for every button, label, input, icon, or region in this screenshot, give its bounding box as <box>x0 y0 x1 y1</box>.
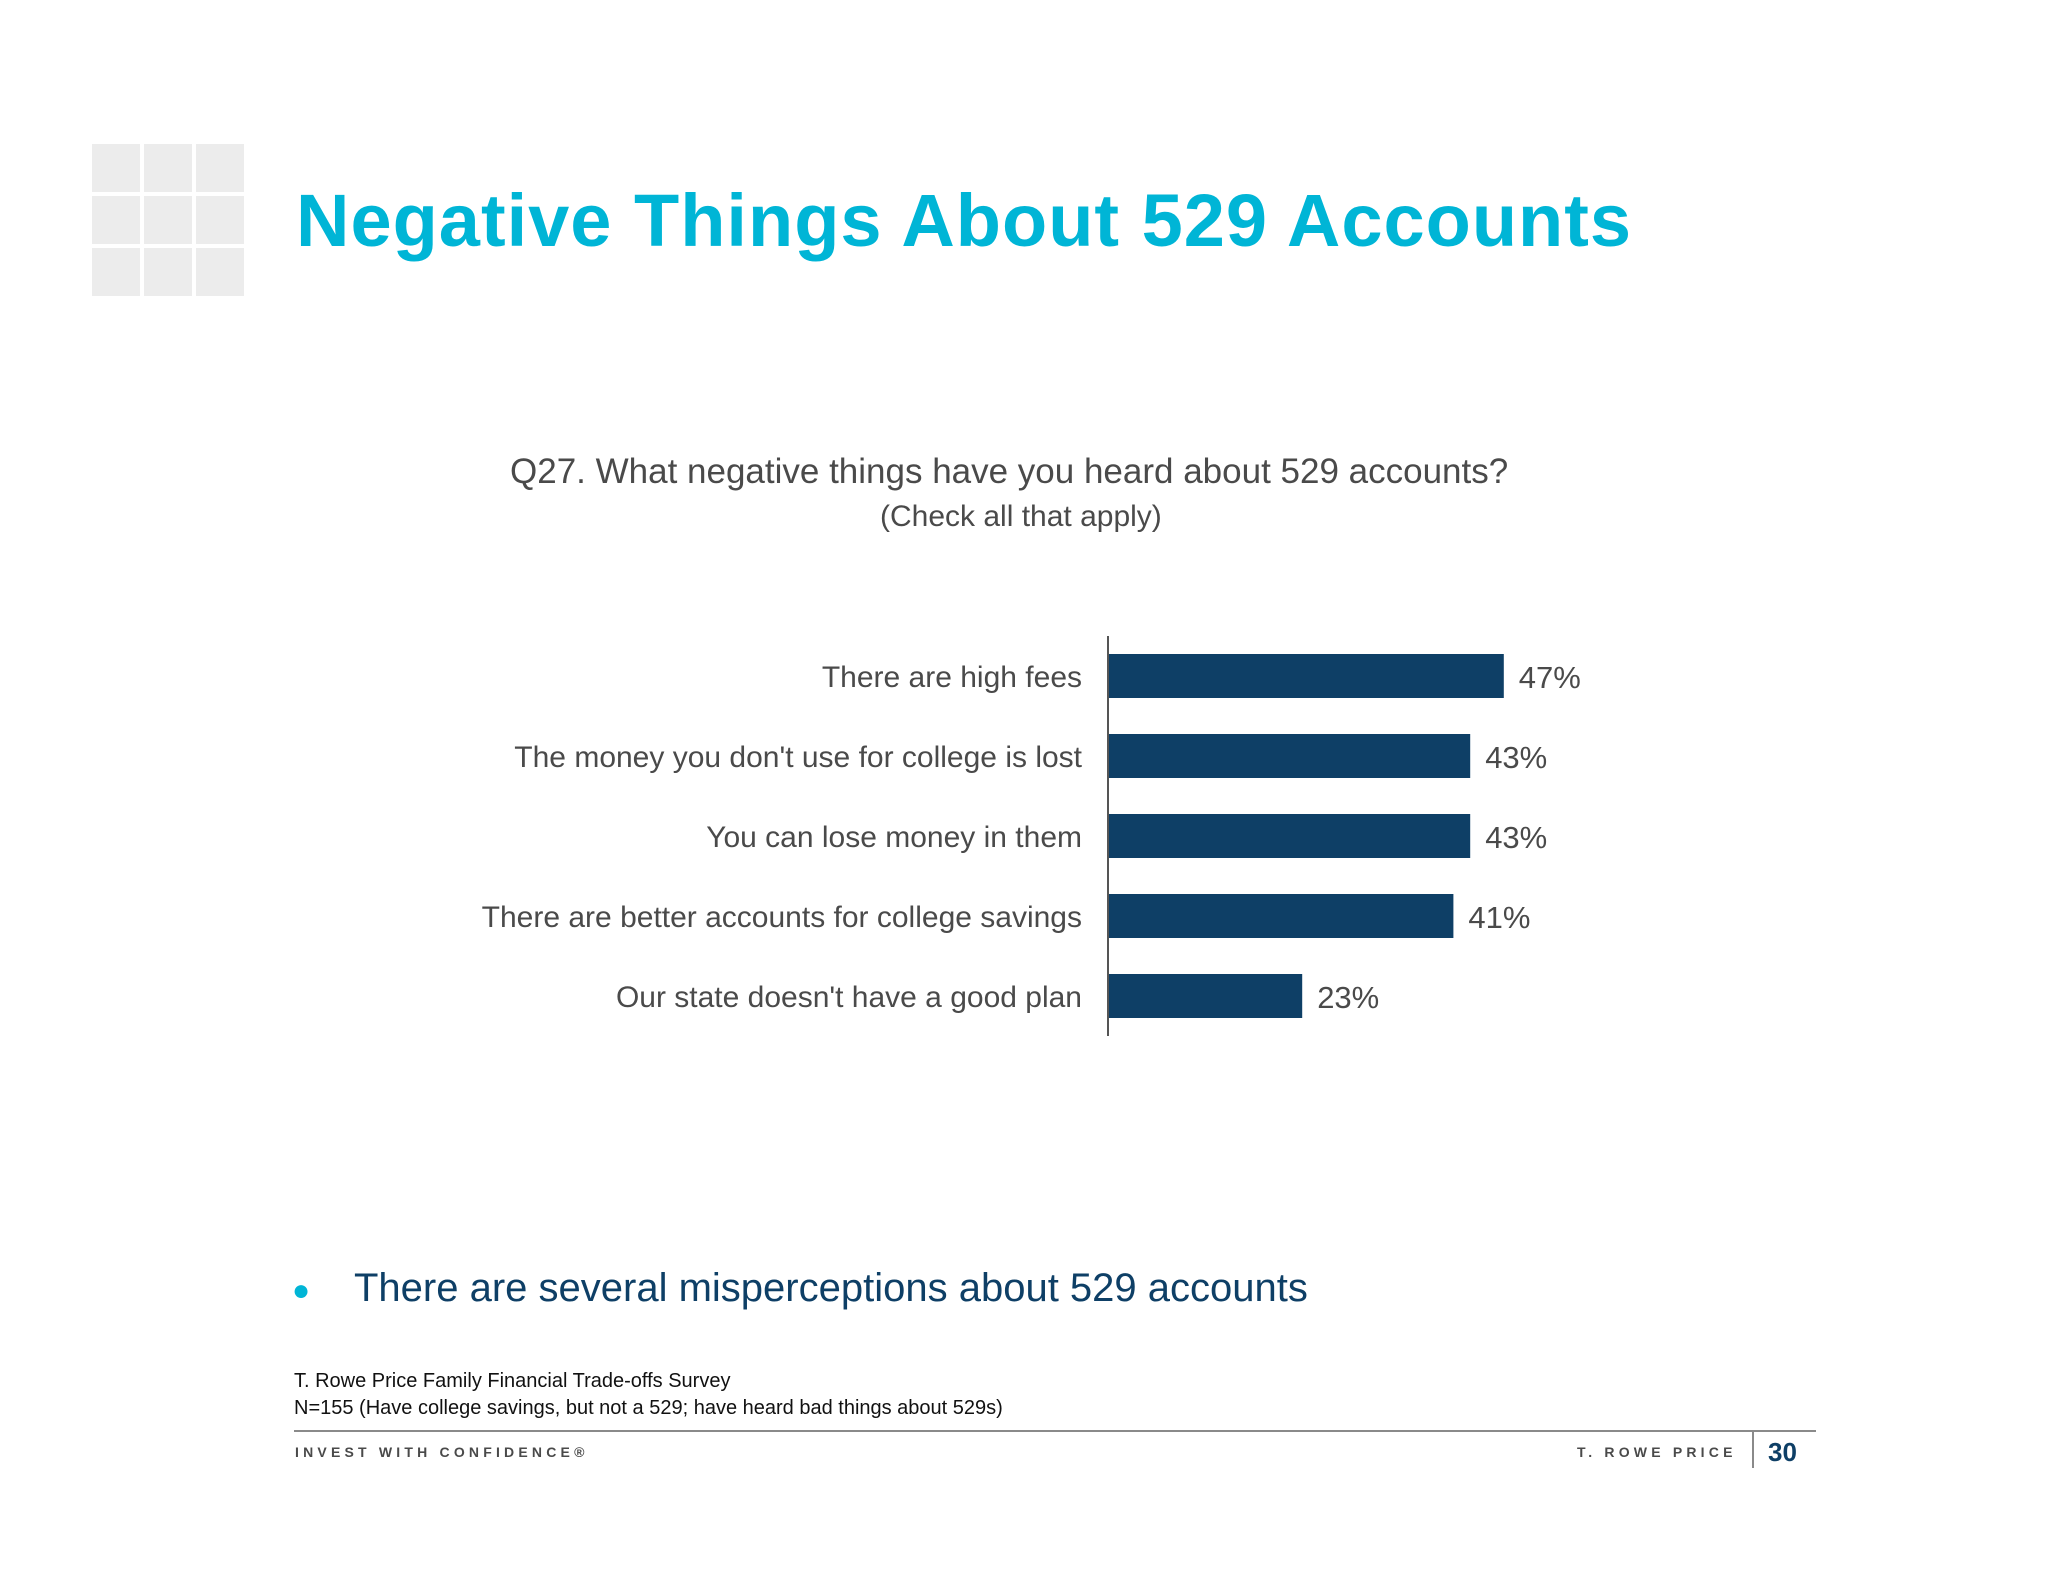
source-line-1: T. Rowe Price Family Financial Trade-off… <box>294 1370 731 1392</box>
data-label: 43% <box>1485 820 1547 855</box>
page-number: 30 <box>1768 1437 1797 1467</box>
footer-separator <box>1752 1432 1754 1468</box>
category-label: There are high fees <box>822 661 1082 694</box>
page-title: Negative Things About 529 Accounts <box>296 179 1633 262</box>
bar <box>1109 974 1303 1018</box>
footer-brand: T. ROWE PRICE <box>1577 1444 1737 1460</box>
data-label: 41% <box>1468 900 1530 935</box>
category-label: Our state doesn't have a good plan <box>616 981 1082 1014</box>
question-text: Q27. What negative things have you heard… <box>510 452 1509 491</box>
footer-divider <box>294 1430 1816 1432</box>
data-label: 23% <box>1317 980 1379 1015</box>
bar <box>1109 734 1471 778</box>
bullet-text: There are several misperceptions about 5… <box>354 1266 1308 1310</box>
category-label: There are better accounts for college sa… <box>482 901 1082 934</box>
category-label: The money you don't use for college is l… <box>514 741 1082 774</box>
category-label: You can lose money in them <box>706 821 1082 854</box>
bullet-dot-icon: ● <box>292 1274 311 1307</box>
data-label: 43% <box>1485 740 1547 775</box>
bar <box>1109 814 1471 858</box>
footer-tagline: INVEST WITH CONFIDENCE® <box>295 1444 589 1460</box>
source-note: T. Rowe Price Family Financial Trade-off… <box>294 1368 1003 1422</box>
source-line-2: N=155 (Have college savings, but not a 5… <box>294 1397 1003 1419</box>
question-subtext: (Check all that apply) <box>880 500 1162 533</box>
bar <box>1109 894 1454 938</box>
data-label: 47% <box>1519 660 1581 695</box>
bar <box>1109 654 1504 698</box>
logo-grid-icon <box>92 144 245 297</box>
